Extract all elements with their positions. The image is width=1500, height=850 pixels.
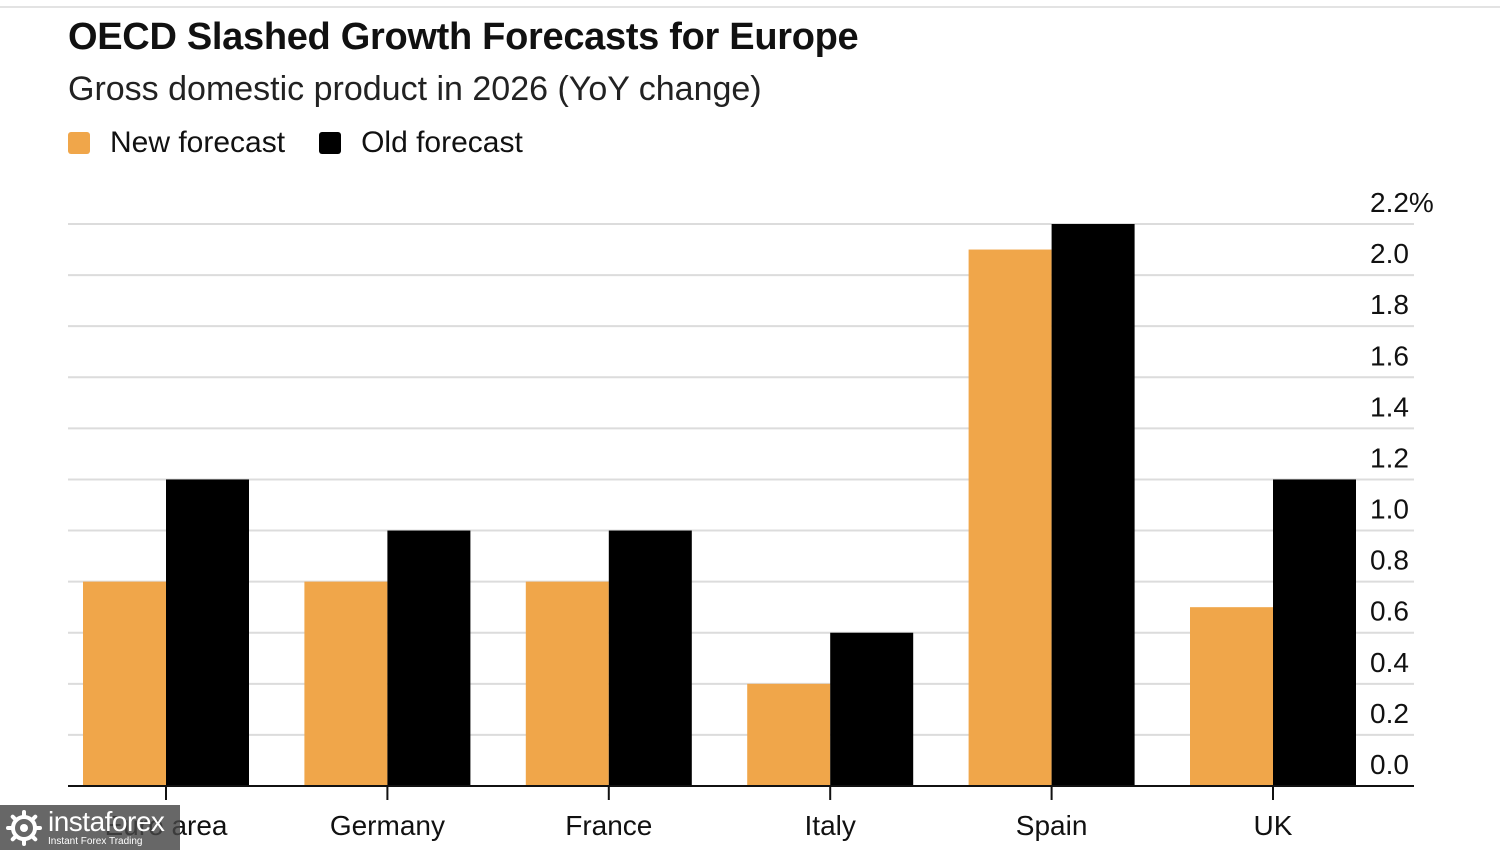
x-tick-label-uk: UK [1254, 810, 1293, 841]
y-tick-label: 0.6 [1370, 596, 1409, 627]
y-tick-label: 1.6 [1370, 340, 1409, 371]
bar-old-forecast-germany [387, 530, 471, 786]
top-rule [0, 6, 1500, 8]
bar-new-forecast-germany [304, 581, 388, 786]
x-tick-label-france: France [565, 810, 652, 841]
chart-title: OECD Slashed Growth Forecasts for Europe [68, 16, 859, 58]
bar-new-forecast-spain [968, 249, 1052, 786]
x-tick-label-italy: Italy [805, 810, 856, 841]
bar-old-forecast-euro-area [166, 479, 249, 786]
legend-item-old-forecast: Old forecast [319, 126, 523, 160]
bar-new-forecast-italy [747, 683, 831, 786]
y-tick-label: 1.0 [1370, 494, 1409, 525]
watermark-tagline: Instant Forex Trading [48, 836, 143, 847]
legend: New forecast Old forecast [68, 126, 557, 160]
x-tick-label-spain: Spain [1016, 810, 1088, 841]
y-tick-label: 1.4 [1370, 391, 1409, 422]
bar-old-forecast-spain [1051, 224, 1135, 786]
y-tick-label: 1.8 [1370, 289, 1409, 320]
watermark: instaforex Instant Forex Trading [0, 805, 180, 850]
y-tick-label: 2.2% [1370, 187, 1434, 218]
y-tick-label: 2.0 [1370, 238, 1409, 269]
legend-swatch-old-forecast [319, 132, 342, 154]
y-tick-label: 0.4 [1370, 647, 1409, 678]
legend-item-new-forecast: New forecast [68, 126, 285, 160]
legend-label-new-forecast: New forecast [110, 126, 286, 159]
chart-subtitle: Gross domestic product in 2026 (YoY chan… [68, 70, 762, 108]
watermark-name: instaforex [48, 806, 165, 837]
y-tick-label: 0.0 [1370, 749, 1409, 780]
bar-new-forecast-france [525, 581, 609, 786]
y-tick-label: 0.8 [1370, 545, 1409, 576]
legend-swatch-new-forecast [68, 132, 90, 154]
x-tick-label-germany: Germany [330, 810, 445, 841]
gear-logo-icon [6, 809, 42, 846]
legend-label-old-forecast: Old forecast [361, 126, 523, 159]
bar-old-forecast-uk [1273, 479, 1356, 786]
y-tick-label: 1.2 [1370, 442, 1409, 473]
y-tick-label: 0.2 [1370, 698, 1409, 729]
bar-new-forecast-euro-area [83, 581, 166, 786]
bar-new-forecast-uk [1190, 607, 1273, 786]
bar-old-forecast-france [608, 530, 692, 786]
bar-old-forecast-italy [830, 632, 914, 786]
